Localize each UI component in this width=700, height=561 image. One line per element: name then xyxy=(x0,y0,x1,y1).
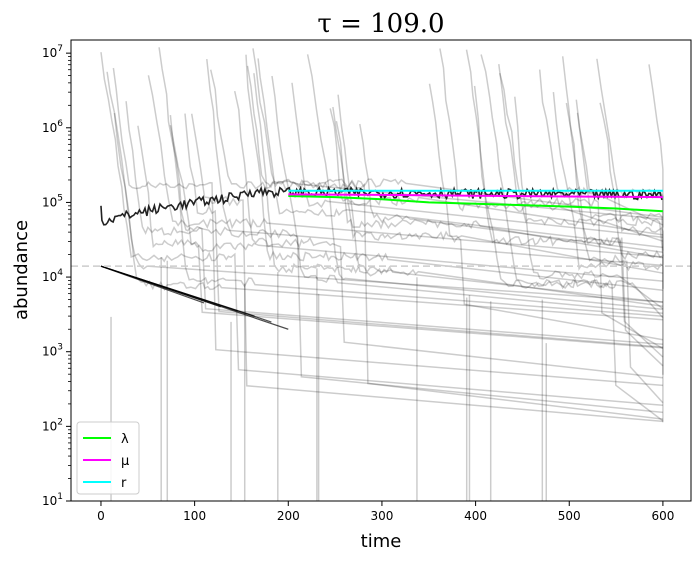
y-axis-label: abundance xyxy=(11,220,32,320)
trajectory-line xyxy=(599,102,664,289)
y-tick-label: 107 xyxy=(42,44,63,60)
background-trajectories xyxy=(100,47,664,501)
trajectory-line xyxy=(473,85,664,367)
x-tick-label: 400 xyxy=(464,509,487,523)
trajectory-line xyxy=(253,73,663,304)
y-tick-label: 106 xyxy=(42,119,63,135)
x-axis: 0 100 200 300 400 500 600 xyxy=(97,501,674,523)
trajectory-line xyxy=(158,47,663,346)
y-tick-label: 103 xyxy=(42,343,63,359)
trajectory-line xyxy=(332,106,664,341)
plot-frame xyxy=(70,39,692,502)
trajectory-line xyxy=(465,49,664,422)
trajectory-line xyxy=(125,101,663,267)
trajectory-line xyxy=(428,83,664,274)
trajectory-line xyxy=(112,67,663,387)
trajectory-line xyxy=(561,56,664,358)
trajectory-line xyxy=(113,113,663,303)
x-tick-label: 0 xyxy=(97,509,105,523)
x-tick-label: 300 xyxy=(370,509,393,523)
legend-label: μ xyxy=(121,454,129,469)
trajectory-line xyxy=(565,102,664,404)
trajectory-line xyxy=(337,94,664,308)
trajectory-line xyxy=(538,69,664,226)
trajectory-line xyxy=(190,113,663,423)
x-tick-label: 600 xyxy=(651,509,674,523)
trajectory-line xyxy=(246,65,663,219)
trajectory-line xyxy=(498,64,664,350)
trajectory-line xyxy=(257,58,663,249)
trajectory-line xyxy=(359,123,663,253)
trajectory-line xyxy=(252,48,663,420)
trajectory-line xyxy=(306,54,663,311)
trajectory-line xyxy=(169,115,663,317)
x-tick-label: 200 xyxy=(277,509,300,523)
trajectory-line xyxy=(245,54,663,292)
trajectory-line xyxy=(576,112,664,251)
decline-line xyxy=(100,265,289,330)
trajectory-line xyxy=(100,52,663,407)
trajectory-line xyxy=(206,59,663,414)
trajectory-line xyxy=(514,96,664,310)
chart-title: τ = 109.0 xyxy=(317,9,444,39)
trajectory-line xyxy=(209,69,663,221)
y-tick-label: 104 xyxy=(42,268,63,284)
trajectory-line xyxy=(648,64,664,375)
legend: λμr xyxy=(76,421,140,495)
series-line-0 xyxy=(288,195,663,213)
plot-area xyxy=(71,47,691,501)
trajectory-line xyxy=(575,99,664,228)
x-tick-label: 100 xyxy=(183,509,206,523)
legend-label: λ xyxy=(121,432,129,447)
y-tick-label: 101 xyxy=(42,492,63,508)
legend-label: r xyxy=(121,476,127,491)
trajectory-line xyxy=(596,58,664,265)
trajectory-line xyxy=(184,113,663,348)
trajectory-line xyxy=(499,73,664,256)
trajectory-line xyxy=(147,75,663,258)
legend-box xyxy=(76,421,140,495)
initial-decline-band xyxy=(100,265,289,330)
y-axis: 101 102 103 104 105 106 107 xyxy=(42,44,71,508)
y-tick-label: 102 xyxy=(42,417,63,433)
y-tick-label: 105 xyxy=(42,193,63,209)
trajectory-line xyxy=(169,124,663,282)
x-axis-label: time xyxy=(361,531,402,552)
trajectory-line xyxy=(233,90,663,379)
x-tick-label: 500 xyxy=(558,509,581,523)
trajectory-line xyxy=(335,120,664,259)
trajectory-line xyxy=(329,108,664,236)
trajectory-line xyxy=(291,82,663,238)
series-line-1 xyxy=(288,193,663,199)
trajectory-line xyxy=(552,92,664,423)
trajectory-line xyxy=(480,54,664,319)
trajectory-line xyxy=(271,75,663,315)
